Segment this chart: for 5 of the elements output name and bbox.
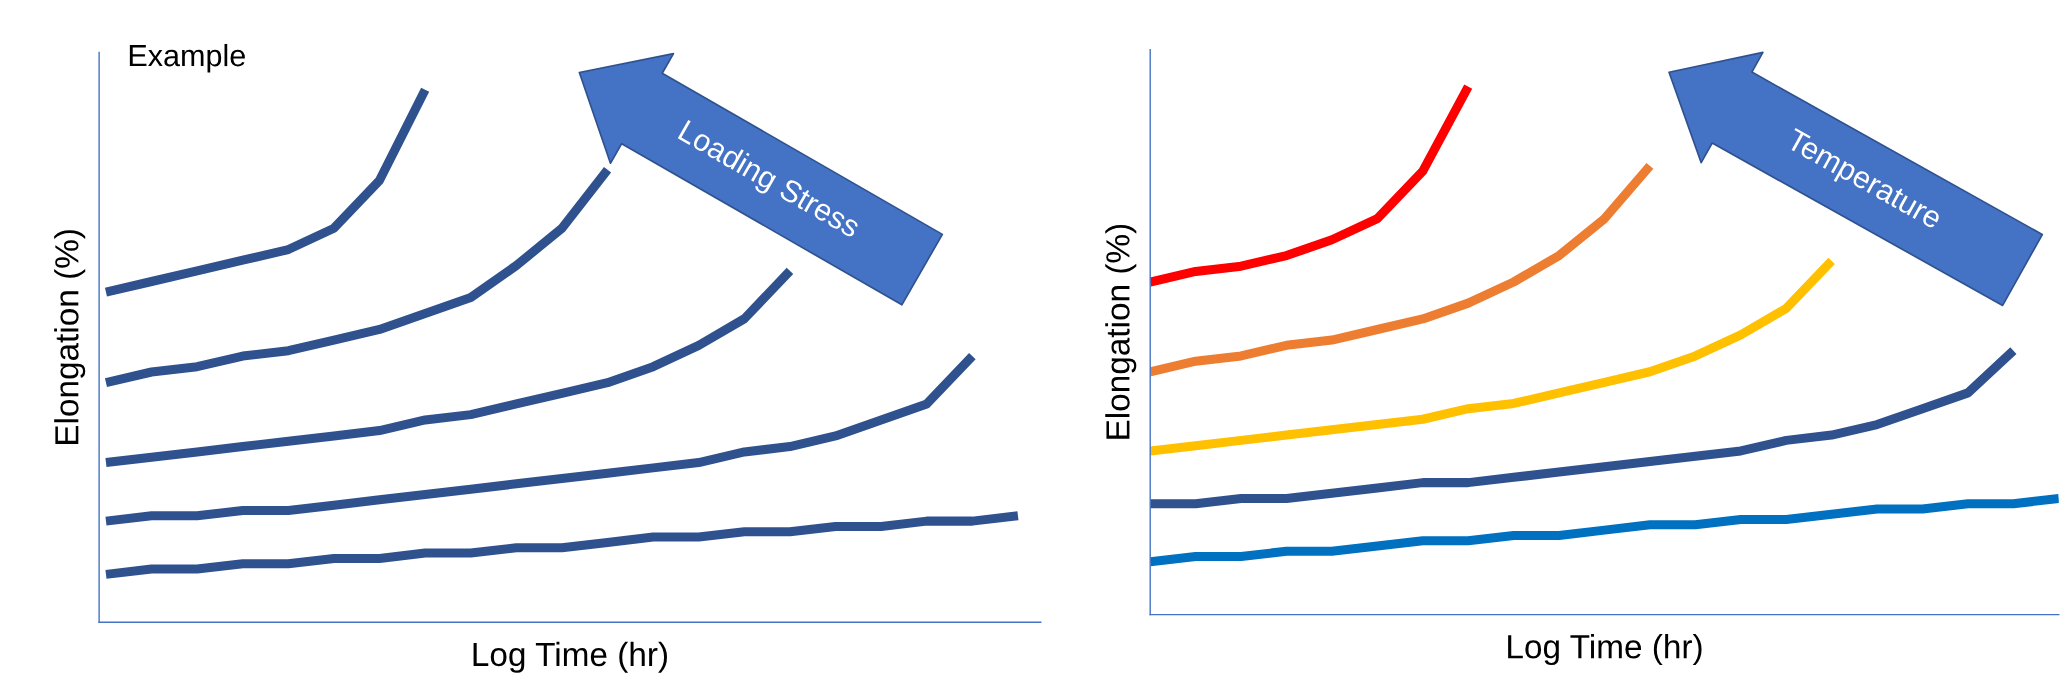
y-axis-title: Elongation (%) (1105, 224, 1137, 439)
x-axis-title: Log Time (hr) (473, 641, 667, 673)
y-axis-title: Elongation (%) (54, 230, 86, 444)
chart-title: Example (129, 43, 245, 73)
x-axis-title: Log Time (hr) (1508, 634, 1702, 666)
